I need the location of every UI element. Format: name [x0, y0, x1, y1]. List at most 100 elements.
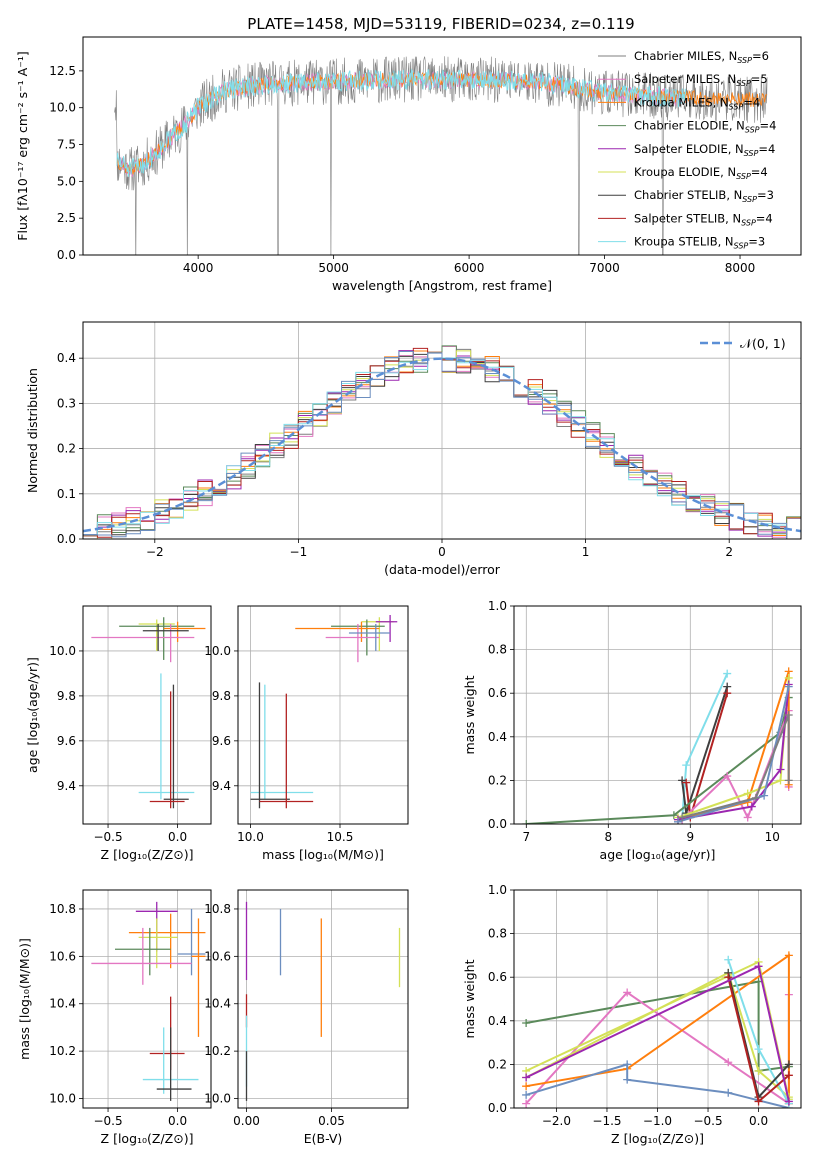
massweight_vs_age-ytick-label: 0.2: [488, 773, 507, 787]
massweight_vs_age-series-marker: [522, 820, 531, 824]
spectrum-legend-label-value: =4: [743, 95, 760, 109]
massweight_vs_Z-series-marker: [754, 1066, 763, 1075]
spectrum-ytick-label: 10.0: [49, 101, 76, 115]
mass_vs_Z-errorbar: [156, 1027, 192, 1101]
massweight_vs_Z-series-marker: [784, 951, 793, 960]
spectrum-legend-label-value: =4: [760, 119, 777, 133]
massweight_vs_Z-series-marker: [784, 1071, 793, 1080]
massweight_vs_age-series-marker: [751, 793, 760, 802]
spectrum-plot-area: [113, 56, 768, 255]
residuals-panel: −2 −1 0 1 2 0.0 0.1 0.2 0.3 0.4 (data-model)/error…: [25, 321, 802, 577]
spectrum-legend-label: Kroupa STELIB, NSSP=3: [634, 235, 765, 251]
age_vs_mass-frame: [237, 605, 409, 825]
massweight_vs_age-ylabel: mass weight: [462, 675, 477, 754]
age_vs_mass-panel: 10.0 10.5 9.4 9.6 9.8 10.0 mass [log₁₀(M/M⊙)]: [204, 605, 409, 862]
mass_vs_Z-ylabel: mass [log₁₀(M/M⊙)]: [17, 938, 32, 1060]
residuals-xtick-label: 2: [725, 545, 733, 559]
massweight_vs_Z-xtick-label: −2.0: [542, 1114, 571, 1128]
massweight_vs_Z-series: [724, 968, 793, 1102]
mass_vs_Z-errorbar: [149, 996, 185, 1071]
spectrum-legend-label-value: =4: [758, 142, 775, 156]
age_vs_Z-errorbar: [138, 619, 175, 651]
massweight_vs_Z-series-marker: [754, 962, 763, 971]
spectrum-legend-label-text: Kroupa MILES, N: [634, 95, 729, 109]
massweight_vs_age-xtick-label: 8: [604, 830, 612, 844]
mass_vs_Z-grid: [83, 890, 211, 1108]
age_vs_Z-errorbar: [163, 621, 206, 642]
age_vs_mass-errorbar: [325, 623, 380, 663]
spectrum-xlabel: wavelength [Angstrom, rest frame]: [332, 278, 552, 293]
age_vs_Z-xtick-label: 0.0: [168, 830, 187, 844]
massweight_vs_Z-ytick-label: 0.6: [488, 970, 507, 984]
mass_vs_Z-ytick-label: 10.4: [49, 997, 76, 1011]
age_vs_Z-ytick-label: 9.4: [57, 779, 76, 793]
mass_vs_Z-ytick-label: 10.0: [49, 1092, 76, 1106]
spectrum-legend-label-text: Kroupa STELIB, N: [634, 235, 734, 249]
residuals-ytick-label: 0.4: [57, 351, 76, 365]
spectrum-legend-label: Salpeter ELODIE, NSSP=4: [634, 142, 775, 158]
spectrum-legend-label: Kroupa MILES, NSSP=4: [634, 95, 760, 111]
massweight_vs_Z-series-marker: [784, 1097, 793, 1106]
massweight_vs_age-xtick-label: 9: [686, 830, 694, 844]
massweight_vs_Z-xtick-label: 0.0: [749, 1114, 768, 1128]
massweight_vs_age-ytick-label: 0.4: [488, 730, 507, 744]
spectrum-xtick-label: 5000: [318, 261, 349, 275]
mass_vs_EBV-ytick-label: 10.6: [204, 949, 231, 963]
age_vs_Z-errorbar: [163, 684, 189, 809]
spectrum-legend-label-sub: SSP: [736, 79, 751, 88]
residuals-ytick-label: 0.0: [57, 532, 76, 546]
spectrum-line-kroupa-stelib: [116, 68, 687, 177]
residuals-xtick-label: −2: [146, 545, 164, 559]
residuals-plot-area: [83, 345, 801, 539]
spectrum-legend-label: Chabrier MILES, NSSP=6: [634, 49, 769, 65]
age_vs_mass-ytick-label: 9.4: [212, 779, 231, 793]
mass_vs_Z-errorbar: [91, 927, 192, 985]
mass_vs_EBV-plot-area: [245, 901, 401, 1101]
massweight_vs_age-panel: 7 8 9 10 0.0 0.2 0.4 0.6 0.8 1.0 age [log₁₀(age/yr…: [462, 599, 802, 862]
massweight_vs_Z-series-line: [525, 971, 790, 1098]
age_vs_mass-errorbar: [250, 684, 314, 800]
mass_vs_Z-errorbar: [138, 918, 178, 969]
massweight_vs_Z-series-line: [525, 953, 790, 1104]
age_vs_Z-xlabel: Z [log₁₀(Z/Z⊙)]: [101, 847, 194, 862]
massweight_vs_age-series-marker: [784, 776, 793, 785]
spectrum-xtick-label: 4000: [183, 261, 214, 275]
massweight_vs_Z-series-marker: [623, 988, 632, 997]
massweight_vs_Z-panel: −2.0 −1.5 −1.0 −0.5 0.0 0.0 0.2 0.4 0.6 0.8 1.0 Z […: [462, 883, 802, 1146]
spectrum-legend-label-text: Chabrier ELODIE, N: [634, 119, 745, 133]
age_vs_Z-errorbar: [149, 691, 185, 809]
age_vs_Z-xtick-label: −0.5: [93, 830, 122, 844]
age_vs_mass-grid: [238, 606, 408, 824]
spectrum-ytick-label: 7.5: [57, 138, 76, 152]
age_vs_Z-grid: [83, 606, 211, 824]
mass_vs_Z-ytick-label: 10.2: [49, 1044, 76, 1058]
age_vs_mass-xtick-label: 10.0: [237, 830, 264, 844]
age_vs_Z-errorbar: [138, 673, 195, 800]
spectrum-legend-label-sub: SSP: [742, 195, 757, 204]
massweight_vs_age-series-line: [681, 686, 729, 814]
massweight_vs_Z-series-marker: [522, 1073, 531, 1082]
massweight_vs_Z-series-marker: [623, 1060, 632, 1069]
massweight_vs_age-series: [674, 682, 793, 824]
massweight_vs_age-series: [678, 711, 793, 822]
massweight_vs_age-series-marker: [674, 817, 682, 824]
spectrum-legend-label-text: Chabrier STELIB, N: [634, 188, 742, 202]
spectrum-ytick-label: 0.0: [57, 248, 76, 262]
massweight_vs_age-ytick-label: 0.6: [488, 686, 507, 700]
spectrum-ytick-label: 5.0: [57, 174, 76, 188]
spectrum-legend-label-sub: SSP: [729, 102, 744, 111]
massweight_vs_age-series-marker: [723, 772, 732, 781]
age_vs_mass-errorbar: [295, 621, 380, 642]
age_vs_Z-plot-area: [91, 617, 206, 809]
spectrum-legend-label-value: =5: [751, 72, 768, 86]
massweight_vs_Z-series-marker: [522, 1090, 531, 1099]
mass_vs_Z-xtick-label: 0.0: [168, 1114, 187, 1128]
age_vs_Z-errorbar: [91, 623, 195, 663]
massweight_vs_Z-ylabel: mass weight: [462, 959, 477, 1038]
massweight_vs_Z-ytick-label: 1.0: [488, 883, 507, 897]
massweight_vs_Z-series-marker: [754, 1045, 763, 1054]
mass_vs_EBV-ytick-label: 10.0: [204, 1092, 231, 1106]
massweight_vs_age-xtick-label: 10: [765, 830, 780, 844]
